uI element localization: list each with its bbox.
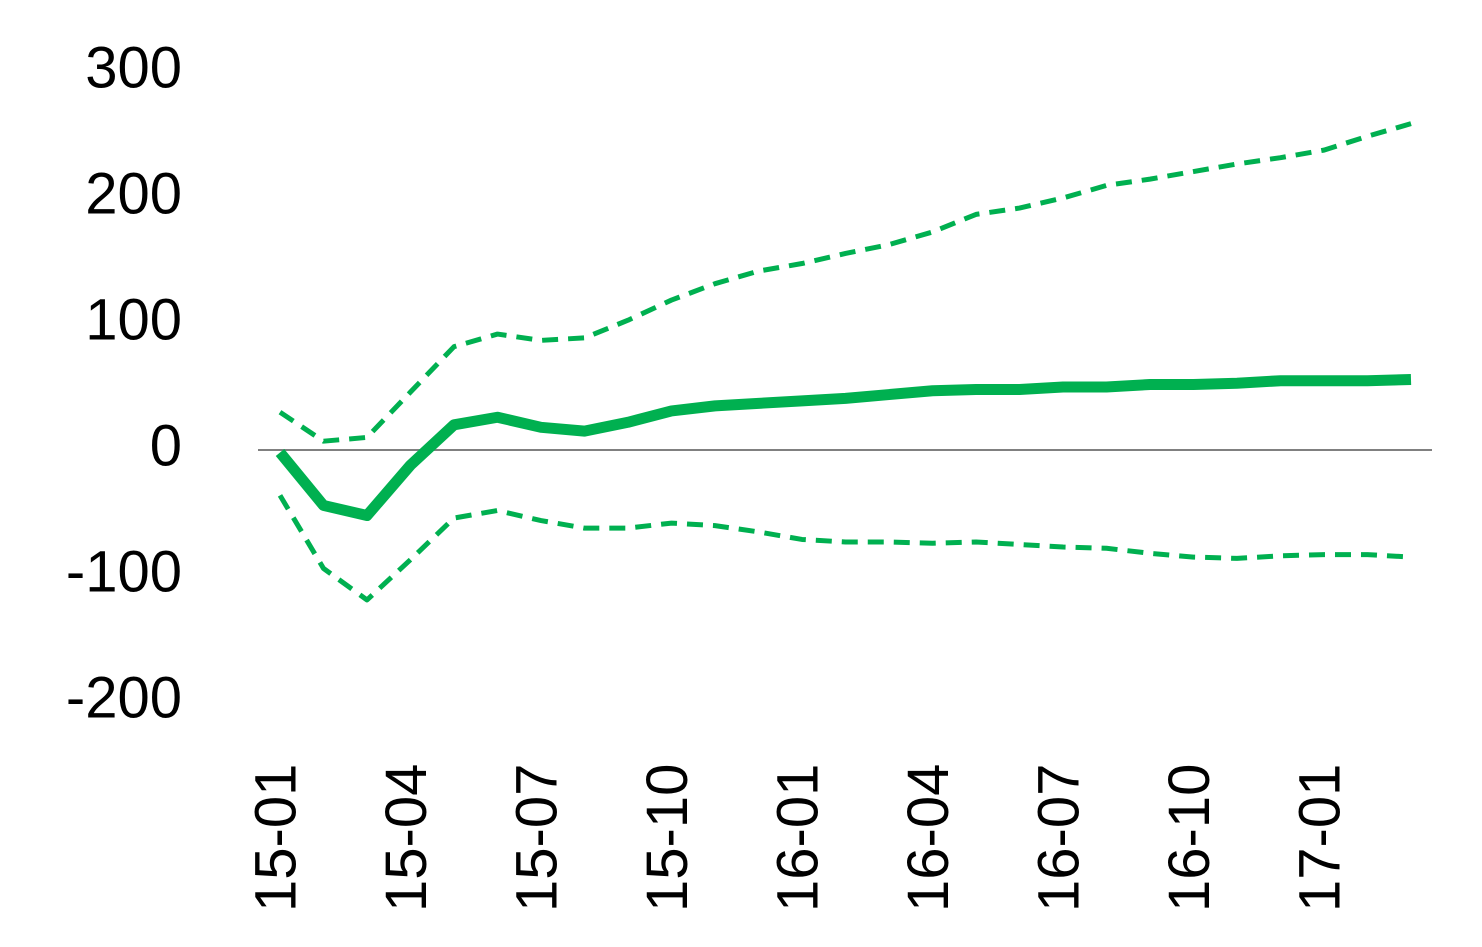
x-tick-label: 17-01	[1287, 764, 1352, 912]
y-tick-label: -100	[66, 539, 182, 604]
y-tick-label: 100	[85, 287, 182, 352]
y-tick-label: 200	[85, 161, 182, 226]
y-tick-label: 300	[85, 35, 182, 100]
y-tick-label: -200	[66, 665, 182, 730]
x-tick-label: 15-07	[504, 764, 569, 912]
x-tick-label: 16-04	[896, 764, 961, 912]
x-tick-label: 15-04	[374, 764, 439, 912]
x-tick-label: 16-01	[765, 764, 830, 912]
dashed-line	[277, 494, 1412, 603]
x-tick-label: 15-01	[243, 764, 308, 912]
dashed-line	[278, 121, 1412, 444]
x-tick-label: 16-10	[1157, 764, 1222, 912]
line	[275, 373, 1412, 522]
y-tick-label: 0	[150, 413, 182, 478]
x-tick-label: 15-10	[635, 764, 700, 912]
x-tick-label: 16-07	[1026, 764, 1091, 912]
